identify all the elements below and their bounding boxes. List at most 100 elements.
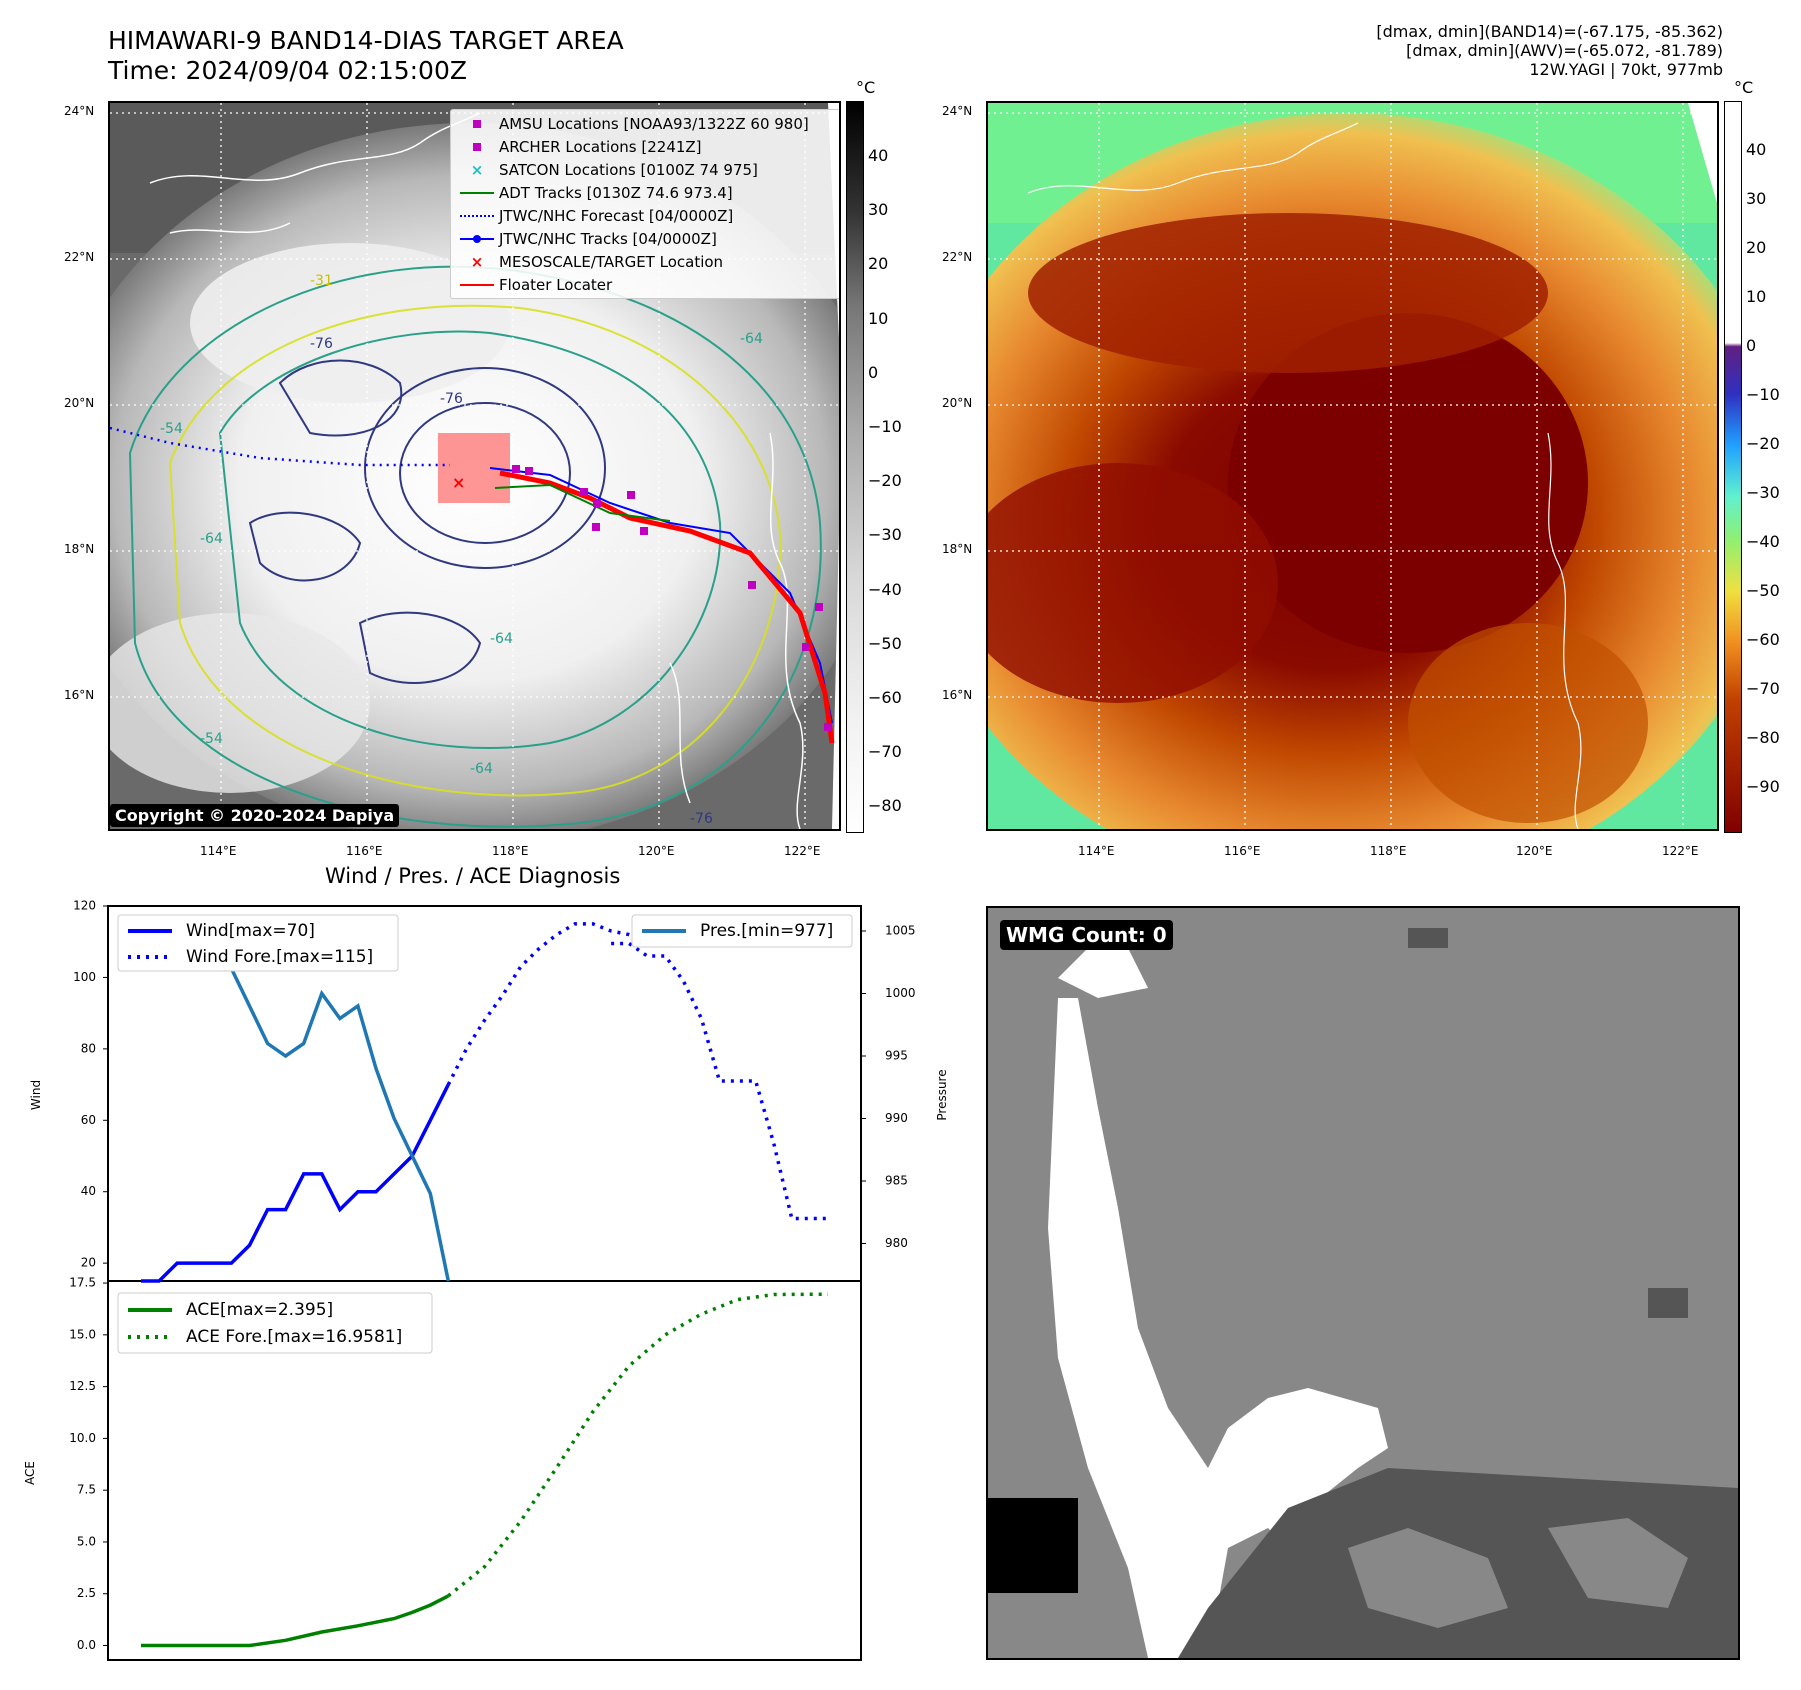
colorbar-tick: 0 <box>1746 336 1757 355</box>
contour-label: -54 <box>160 421 183 437</box>
axis-tick-label: 2.5 <box>77 1586 96 1600</box>
legend-label: MESOSCALE/TARGET Location <box>499 252 724 271</box>
ace-legend <box>117 1292 433 1354</box>
colorbar-tick: −20 <box>1746 434 1780 453</box>
lat-label: 24°N <box>942 104 973 118</box>
title-line-1: HIMAWARI-9 BAND14-DIAS TARGET AREA <box>108 26 624 55</box>
colorbar-tick: −60 <box>868 688 902 707</box>
axis-tick-label: 60 <box>81 1113 96 1127</box>
axis-tick-label: 100 <box>73 970 96 984</box>
map-legend: AMSU Locations [NOAA93/1322Z 60 980] ARCH… <box>450 109 839 299</box>
colorbar-tick: −30 <box>1746 483 1780 502</box>
legend-label: Floater Locater <box>499 275 613 294</box>
contour-label: -76 <box>690 811 713 827</box>
ace-line <box>141 1594 450 1648</box>
copyright-badge: Copyright © 2020-2024 Dapiya <box>110 804 400 827</box>
legend-label: AMSU Locations [NOAA93/1322Z 60 980] <box>499 114 809 133</box>
colorbar-tick: −50 <box>1746 581 1780 600</box>
info-line-2: [dmax, dmin](AWV)=(-65.072, -81.789) <box>1406 41 1723 60</box>
colorbar-tick: −50 <box>868 633 902 653</box>
axis-tick-label: 120 <box>73 899 96 913</box>
axis-tick-label: 80 <box>81 1041 96 1055</box>
legend-label: ACE[max=2.395] <box>186 1300 333 1320</box>
colorbar-tick: 40 <box>868 146 889 165</box>
lat-label: 22°N <box>942 250 973 264</box>
lat-label: 16°N <box>64 688 95 702</box>
lat-label: 18°N <box>64 542 95 556</box>
legend-entry: Floater Locater <box>455 273 839 296</box>
axis-tick-label: 40 <box>81 1184 96 1198</box>
colorbar-tick: 20 <box>1746 238 1767 257</box>
axis-tick-label: 10.0 <box>69 1431 96 1445</box>
legend-label: Wind Fore.[max=115] <box>186 947 373 967</box>
legend-label: Pres.[min=977] <box>700 921 833 941</box>
ace-axis-label: ACE <box>23 1461 37 1485</box>
colorbar-tick: −70 <box>868 742 902 762</box>
legend-symbol <box>455 234 499 243</box>
contour-label: -64 <box>200 531 223 547</box>
contour-label: -31 <box>310 273 333 289</box>
legend-symbol: × <box>470 252 484 271</box>
page-title: HIMAWARI-9 BAND14-DIAS TARGET AREA Time:… <box>108 26 624 86</box>
colorbar-tick: −70 <box>1746 679 1780 698</box>
contour-label: -76 <box>310 336 333 352</box>
colorbar-tick: −20 <box>868 471 902 491</box>
lat-label: 20°N <box>64 396 95 410</box>
colorbar-tick: −40 <box>868 579 902 599</box>
wind-forecast-line <box>446 922 648 1086</box>
lon-label: 120°E <box>638 844 675 858</box>
legend-symbol <box>455 214 499 217</box>
contour-label: -64 <box>740 331 763 347</box>
axis-tick-label: 12.5 <box>69 1379 96 1393</box>
legend-entry: × MESOSCALE/TARGET Location <box>455 250 839 273</box>
info-line-1: [dmax, dmin](BAND14)=(-67.175, -85.362) <box>1376 22 1723 41</box>
wind-legend <box>117 914 399 972</box>
axis-tick-label: 1000 <box>885 986 916 1000</box>
legend-label: JTWC/NHC Tracks [04/0000Z] <box>499 229 717 248</box>
ir-map-panel: × -76 -64 -54 -31 -76 -64 -54 -64 -76 -6… <box>108 101 841 831</box>
legend-label: ADT Tracks [0130Z 74.6 973.4] <box>499 183 733 202</box>
legend-entry: ARCHER Locations [2241Z] <box>455 135 839 158</box>
colorbar-tick: 10 <box>1746 287 1767 306</box>
axis-tick-label: 985 <box>885 1174 908 1188</box>
pressure-legend <box>631 914 853 948</box>
lat-label: 24°N <box>64 104 95 118</box>
colorbar-tick: 10 <box>868 308 889 328</box>
axis-tick-label: 990 <box>885 1111 908 1125</box>
legend-symbol: × <box>470 160 484 179</box>
colorbar-tick: 30 <box>1746 189 1767 208</box>
colorbar-unit: °C <box>1734 78 1754 97</box>
ace-forecast-line <box>447 1292 828 1598</box>
wmg-image <box>988 908 1738 1658</box>
lon-label: 114°E <box>1078 844 1115 858</box>
legend-entry: JTWC/NHC Forecast [04/0000Z] <box>455 204 839 227</box>
lon-label: 116°E <box>1224 844 1261 858</box>
axis-tick-label: 995 <box>885 1049 908 1063</box>
legend-entry: AMSU Locations [NOAA93/1322Z 60 980] <box>455 112 839 135</box>
contour-label: -54 <box>200 731 223 747</box>
lon-label: 120°E <box>1516 844 1553 858</box>
lat-label: 20°N <box>942 396 973 410</box>
lon-label: 118°E <box>1370 844 1407 858</box>
axis-tick-label: 0.0 <box>77 1638 96 1652</box>
axis-tick-label: 7.5 <box>77 1483 96 1497</box>
legend-label: ACE Fore.[max=16.9581] <box>186 1327 402 1347</box>
pressure-axis-label: Pressure <box>935 1069 949 1120</box>
colorbar-tick: −60 <box>1746 630 1780 649</box>
axis-tick-label: 20 <box>81 1256 96 1270</box>
diagnosis-chart: 120 100 80 60 40 20 1005 1000 995 990 985 980 17.5 15… <box>23 899 949 1661</box>
awv-map-panel <box>986 101 1719 831</box>
diagnosis-title: Wind / Pres. / ACE Diagnosis <box>325 864 621 888</box>
legend-label: JTWC/NHC Forecast [04/0000Z] <box>499 206 734 225</box>
axis-tick-label: 15.0 <box>69 1327 96 1341</box>
lon-label: 122°E <box>784 844 821 858</box>
lat-label: 22°N <box>64 250 95 264</box>
axis-tick-label: 17.5 <box>69 1276 96 1290</box>
contour-label: -76 <box>440 391 463 407</box>
colorbar-tick: −80 <box>1746 728 1780 747</box>
pressure-line <box>141 916 451 1282</box>
contour-label: -64 <box>470 761 493 777</box>
legend-symbol <box>455 283 499 286</box>
left-colorbar <box>846 101 864 833</box>
colorbar-tick: −90 <box>1746 777 1780 796</box>
